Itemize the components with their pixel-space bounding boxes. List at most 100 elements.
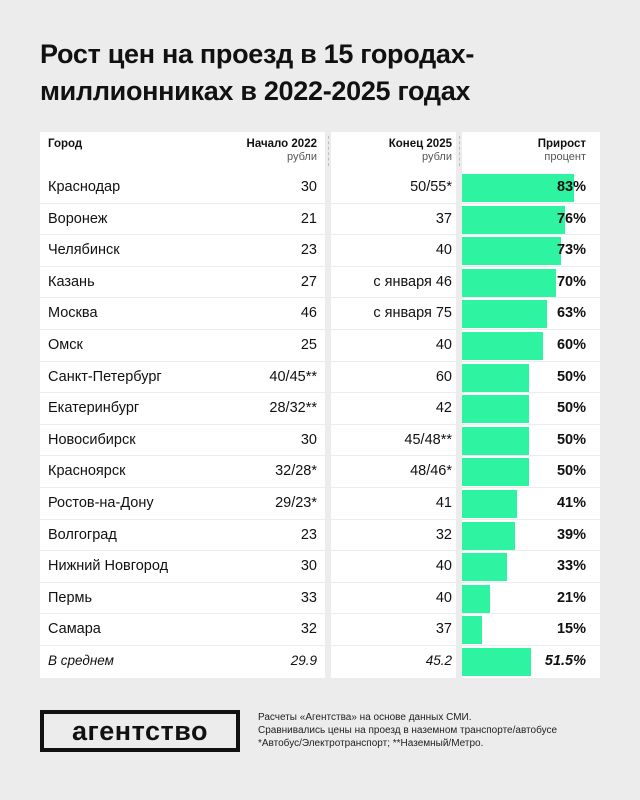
end-price: 60 [435, 368, 452, 385]
growth-bar [462, 648, 532, 676]
city-name: Волгоград [48, 526, 117, 543]
growth-bar [462, 584, 491, 613]
city-name: Краснодар [48, 179, 121, 195]
table-row: Волгоград 23 32 39% [40, 520, 600, 552]
growth-percent: 21% [556, 589, 586, 606]
footnote-line: Расчеты «Агентства» на основе данных СМИ… [258, 712, 472, 723]
start-price: 29.9 [290, 653, 317, 668]
growth-percent: 33% [556, 558, 586, 575]
growth-bar [462, 237, 561, 266]
start-price: 40/45** [269, 368, 317, 385]
row-divider [40, 328, 600, 330]
table-row-average: В среднем 29.9 45.2 51.5% [40, 646, 600, 678]
start-price: 32/28* [275, 463, 317, 480]
end-price: 45/48** [404, 431, 452, 448]
city-name: Воронеж [48, 210, 108, 227]
growth-percent: 63% [556, 305, 586, 322]
growth-bar [462, 553, 507, 582]
column-city-background [40, 132, 325, 678]
growth-bar [462, 521, 515, 550]
row-divider [40, 518, 600, 520]
header-start-unit: рубли [287, 151, 317, 163]
end-price: 37 [435, 210, 452, 227]
city-name: В среднем [48, 653, 114, 668]
growth-percent: 50% [556, 431, 586, 448]
growth-bar [462, 426, 530, 455]
table-row: Екатеринбург 28/32** 42 50% [40, 393, 600, 425]
city-name: Санкт-Петербург [48, 368, 162, 385]
city-name: Екатеринбург [48, 400, 140, 417]
table-row: Краснодар 30 50/55* 83% [40, 172, 600, 204]
table-row: Воронеж 21 37 76% [40, 204, 600, 236]
city-name: Челябинск [48, 242, 120, 259]
row-divider [40, 644, 600, 646]
header-end-label: Конец 2025 [388, 138, 452, 150]
end-price: 32 [435, 526, 452, 543]
start-price: 27 [300, 273, 317, 290]
header-growth-label: Прирост [537, 138, 586, 150]
start-price: 30 [300, 179, 317, 195]
row-divider [40, 234, 600, 236]
row-divider [40, 360, 600, 362]
table-row: Самара 32 37 15% [40, 614, 600, 646]
city-name: Новосибирск [48, 431, 136, 448]
city-name: Красноярск [48, 463, 126, 480]
table-row: Челябинск 23 40 73% [40, 235, 600, 267]
growth-percent: 39% [556, 526, 586, 543]
start-price: 29/23* [275, 495, 317, 511]
end-price: 40 [435, 589, 452, 606]
start-price: 46 [300, 305, 317, 322]
table-row: Москва 46 с января 75 63% [40, 298, 600, 330]
start-price: 33 [300, 589, 317, 606]
start-price: 30 [300, 431, 317, 448]
start-price: 28/32** [269, 400, 317, 417]
header-city: Город [48, 138, 82, 151]
header-city-label: Город [48, 138, 83, 150]
growth-bar [462, 458, 530, 487]
header-end-unit: рубли [422, 151, 452, 163]
end-price: 37 [435, 621, 452, 638]
growth-bar [462, 616, 483, 645]
row-divider [40, 613, 600, 615]
growth-bar [462, 363, 530, 392]
start-price: 25 [300, 337, 317, 353]
table-row: Омск 25 40 60% [40, 330, 600, 362]
growth-percent: 73% [556, 242, 586, 259]
growth-percent: 50% [556, 368, 586, 385]
growth-bar [462, 332, 543, 360]
footnote-line: Сравнивались цены на проезд в наземном т… [258, 725, 558, 736]
table-row: Нижний Новгород 30 40 33% [40, 551, 600, 583]
row-divider [40, 486, 600, 488]
growth-bar [462, 268, 557, 297]
growth-bar [462, 174, 574, 202]
footnote: Расчеты «Агентства» на основе данных СМИ… [258, 711, 608, 750]
row-divider [40, 550, 600, 552]
row-divider [40, 455, 600, 457]
table-row: Ростов-на-Дону 29/23* 41 41% [40, 488, 600, 520]
header-start: Начало 2022 рубли [247, 138, 317, 164]
header-separator [459, 136, 460, 166]
table-row: Красноярск 32/28* 48/46* 50% [40, 456, 600, 488]
growth-percent: 70% [556, 273, 586, 290]
city-name: Пермь [48, 589, 93, 606]
end-price: 40 [435, 337, 452, 353]
page-title: Рост цен на проезд в 15 городах-миллионн… [40, 39, 475, 106]
row-divider [40, 423, 600, 425]
end-price: 42 [435, 400, 452, 417]
table-row: Пермь 33 40 21% [40, 583, 600, 615]
row-divider [40, 297, 600, 299]
table-row: Санкт-Петербург 40/45** 60 50% [40, 362, 600, 394]
city-name: Казань [48, 273, 95, 290]
growth-percent: 15% [556, 621, 586, 638]
start-price: 30 [300, 558, 317, 575]
start-price: 32 [300, 621, 317, 638]
start-price: 21 [300, 210, 317, 227]
end-price: 40 [435, 242, 452, 259]
column-end-background [331, 132, 456, 678]
header-growth-unit: процент [544, 151, 586, 163]
header-separator [328, 136, 329, 166]
start-price: 23 [300, 242, 317, 259]
table-row: Казань 27 с января 46 70% [40, 267, 600, 299]
growth-bar [462, 395, 530, 424]
table-row: Новосибирск 30 45/48** 50% [40, 425, 600, 457]
